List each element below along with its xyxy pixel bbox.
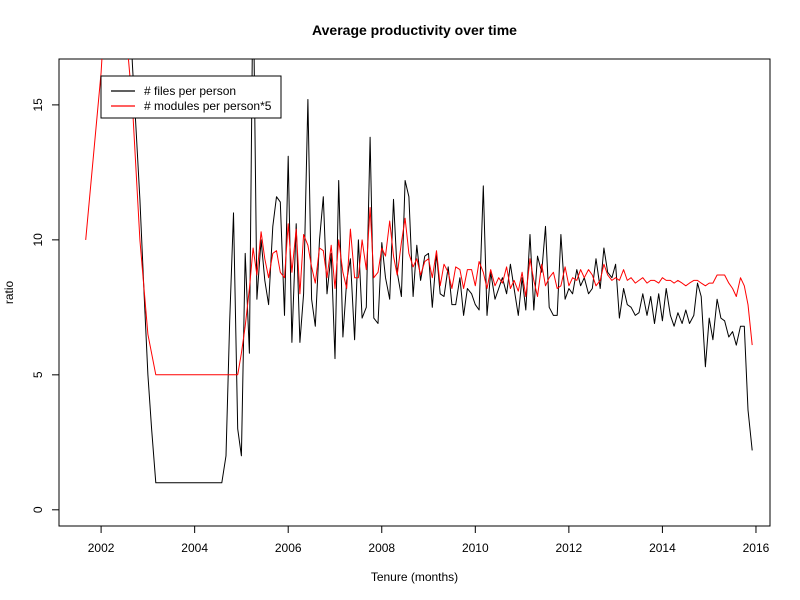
legend-label-files: # files per person (144, 84, 236, 98)
y-axis-label: ratio (2, 281, 16, 305)
y-tick-label: 15 (31, 98, 45, 112)
series-line-files-per-person (131, 59, 753, 484)
y-tick-label: 5 (31, 371, 45, 378)
y-axis: 0 5 10 15 (31, 98, 59, 513)
legend-label-modules: # modules per person*5 (144, 99, 272, 113)
chart-title: Average productivity over time (312, 22, 517, 38)
x-tick-label: 2006 (275, 541, 302, 555)
x-axis: 2002 2004 2006 2008 2010 2012 2014 2016 (88, 526, 770, 555)
y-tick-label: 10 (31, 233, 45, 247)
x-tick-label: 2010 (462, 541, 489, 555)
legend-box (100, 75, 282, 119)
plot-frame (58, 58, 771, 527)
y-tick-label: 0 (31, 506, 45, 513)
x-tick-label: 2012 (556, 541, 583, 555)
x-tick-label: 2014 (649, 541, 676, 555)
x-tick-label: 2008 (368, 541, 395, 555)
x-tick-label: 2004 (181, 541, 208, 555)
x-axis-label: Tenure (months) (371, 570, 458, 584)
x-tick-label: 2016 (743, 541, 770, 555)
series-layer (85, 59, 753, 484)
series-line-modules-per-person (85, 59, 753, 376)
legend: # files per person # modules per person*… (100, 75, 282, 119)
x-tick-label: 2002 (88, 541, 115, 555)
